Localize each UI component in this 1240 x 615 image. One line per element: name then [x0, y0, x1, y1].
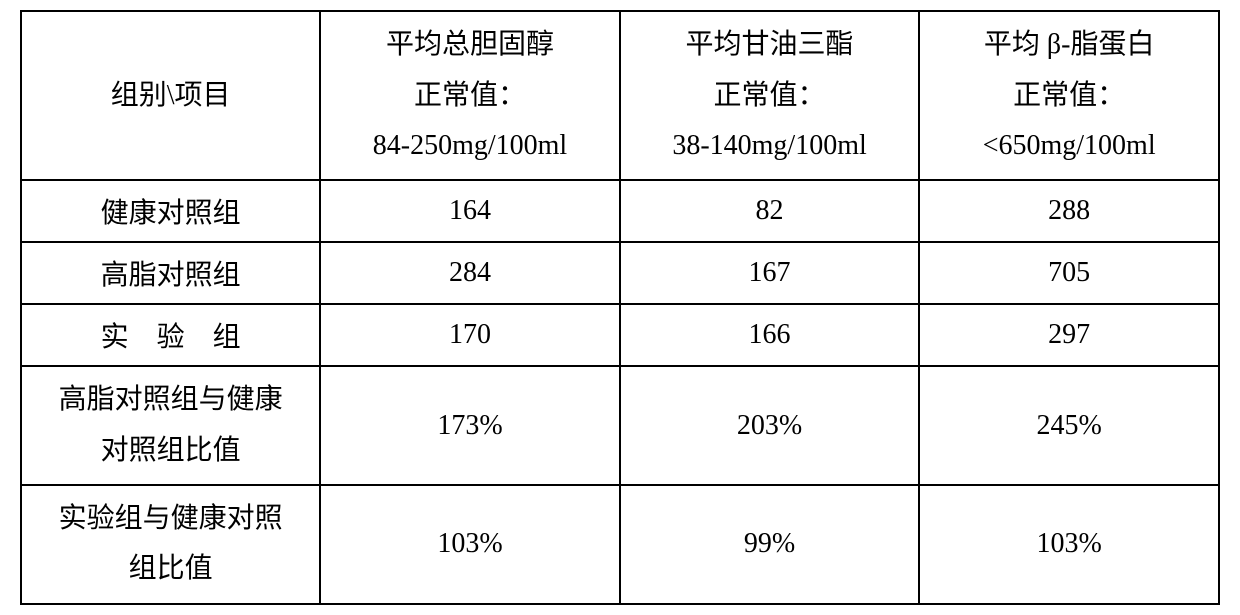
- cell-value: 164: [320, 180, 620, 242]
- cell-value: 288: [919, 180, 1219, 242]
- cell-value: 170: [320, 304, 620, 366]
- row-label-line2: 组比值: [34, 544, 307, 594]
- header-range: 84-250mg/100ml: [333, 121, 607, 171]
- table-row: 实 验 组 170 166 297: [21, 304, 1219, 366]
- header-title: 平均总胆固醇: [333, 20, 607, 70]
- cell-value: 166: [620, 304, 920, 366]
- header-cell-triglyceride: 平均甘油三酯 正常值： 38-140mg/100ml: [620, 11, 920, 180]
- cell-value: 82: [620, 180, 920, 242]
- header-label: 组别\项目: [34, 71, 307, 121]
- data-table: 组别\项目 平均总胆固醇 正常值： 84-250mg/100ml 平均甘油三酯 …: [20, 10, 1220, 605]
- row-label-ratio1: 高脂对照组与健康 对照组比值: [21, 366, 320, 485]
- table-row: 高脂对照组 284 167 705: [21, 242, 1219, 304]
- header-cell-group: 组别\项目: [21, 11, 320, 180]
- cell-value: 103%: [320, 485, 620, 604]
- header-title: 平均甘油三酯: [633, 20, 907, 70]
- table-row: 高脂对照组与健康 对照组比值 173% 203% 245%: [21, 366, 1219, 485]
- header-cell-lipoprotein: 平均 β-脂蛋白 正常值： <650mg/100ml: [919, 11, 1219, 180]
- cell-value: 167: [620, 242, 920, 304]
- table-row: 实验组与健康对照 组比值 103% 99% 103%: [21, 485, 1219, 604]
- header-normal-label: 正常值：: [333, 71, 607, 121]
- header-range: 38-140mg/100ml: [633, 121, 907, 171]
- row-label-line1: 实验组与健康对照: [34, 494, 307, 544]
- row-label-line1: 高脂对照组与健康: [34, 375, 307, 425]
- header-normal-label: 正常值：: [633, 71, 907, 121]
- cell-value: 284: [320, 242, 620, 304]
- cell-value: 99%: [620, 485, 920, 604]
- cell-value: 297: [919, 304, 1219, 366]
- header-row: 组别\项目 平均总胆固醇 正常值： 84-250mg/100ml 平均甘油三酯 …: [21, 11, 1219, 180]
- row-label-highfat: 高脂对照组: [21, 242, 320, 304]
- row-label-experiment: 实 验 组: [21, 304, 320, 366]
- row-label-ratio2: 实验组与健康对照 组比值: [21, 485, 320, 604]
- header-cell-cholesterol: 平均总胆固醇 正常值： 84-250mg/100ml: [320, 11, 620, 180]
- header-title: 平均 β-脂蛋白: [932, 20, 1206, 70]
- row-label-line2: 对照组比值: [34, 426, 307, 476]
- cell-value: 103%: [919, 485, 1219, 604]
- header-normal-label: 正常值：: [932, 71, 1206, 121]
- cell-value: 173%: [320, 366, 620, 485]
- cell-value: 705: [919, 242, 1219, 304]
- cell-value: 245%: [919, 366, 1219, 485]
- header-range: <650mg/100ml: [932, 121, 1206, 171]
- table-row: 健康对照组 164 82 288: [21, 180, 1219, 242]
- cell-value: 203%: [620, 366, 920, 485]
- row-label-healthy: 健康对照组: [21, 180, 320, 242]
